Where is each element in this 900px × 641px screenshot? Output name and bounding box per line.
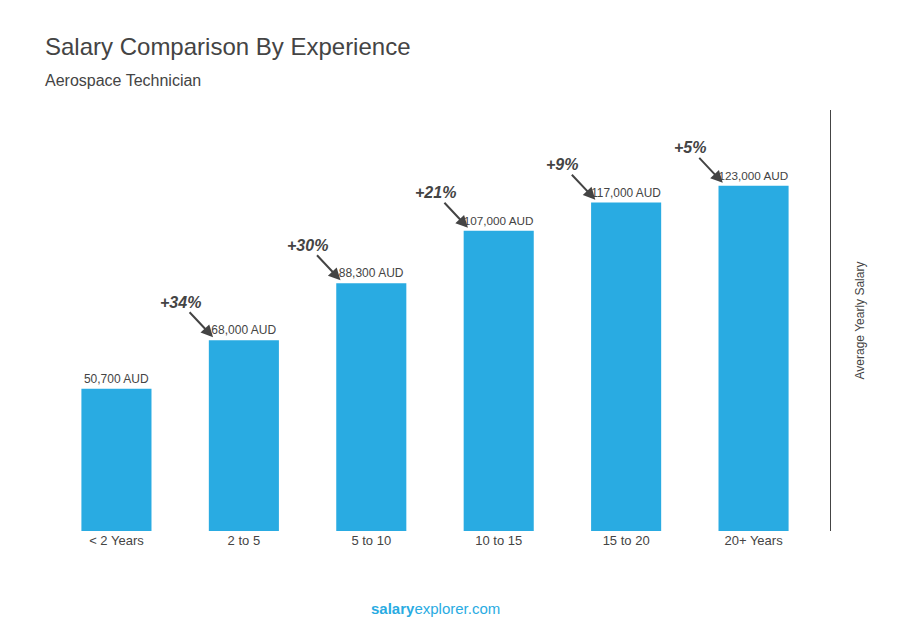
- svg-text:123,000 AUD: 123,000 AUD: [719, 169, 789, 182]
- svg-text:Average Yearly Salary: Average Yearly Salary: [853, 262, 867, 380]
- svg-text:+30%: +30%: [287, 237, 328, 254]
- svg-text:117,000 AUD: 117,000 AUD: [591, 186, 661, 200]
- svg-text:107,000 AUD: 107,000 AUD: [464, 214, 534, 227]
- svg-text:+21%: +21%: [415, 184, 456, 201]
- svg-text:50,700 AUD: 50,700 AUD: [84, 372, 149, 386]
- svg-text:20+ Years: 20+ Years: [724, 533, 783, 548]
- svg-text:+9%: +9%: [546, 156, 578, 173]
- svg-text:68,000 AUD: 68,000 AUD: [211, 323, 276, 337]
- svg-text:15 to 20: 15 to 20: [603, 533, 650, 548]
- svg-text:2 to 5: 2 to 5: [228, 533, 261, 548]
- svg-text:< 2 Years: < 2 Years: [89, 533, 144, 548]
- svg-text:5 to 10: 5 to 10: [351, 533, 391, 548]
- svg-text:Aerospace Technician: Aerospace Technician: [45, 72, 201, 89]
- svg-text:88,300 AUD: 88,300 AUD: [339, 266, 404, 280]
- svg-text:+34%: +34%: [160, 294, 201, 311]
- svg-text:Salary Comparison By Experienc: Salary Comparison By Experience: [45, 33, 411, 60]
- svg-text:+5%: +5%: [674, 139, 706, 156]
- svg-text:salaryexplorer.com: salaryexplorer.com: [371, 600, 500, 617]
- svg-text:10 to 15: 10 to 15: [475, 533, 522, 548]
